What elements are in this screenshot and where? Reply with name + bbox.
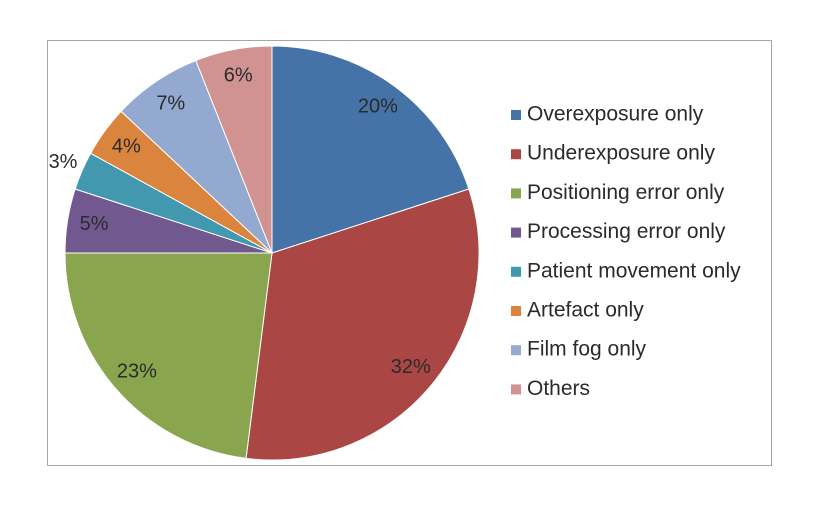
legend-label: Positioning error only xyxy=(527,181,725,204)
legend-swatch xyxy=(511,227,521,238)
data-label: 7% xyxy=(156,92,185,114)
legend-label: Underexposure only xyxy=(527,142,715,165)
legend-label: Others xyxy=(527,377,590,400)
pie-slice xyxy=(271,45,470,254)
legend-label: Overexposure only xyxy=(527,103,704,126)
legend-swatch xyxy=(511,110,521,120)
legend-swatch xyxy=(511,345,521,356)
legend-swatch xyxy=(511,149,521,160)
legend-label: Artefact only xyxy=(527,299,644,322)
pie-slice xyxy=(245,188,480,461)
data-label: 4% xyxy=(112,135,141,157)
legend-label: Film fog only xyxy=(527,338,647,361)
legend-swatch xyxy=(511,188,521,199)
legend-label: Processing error only xyxy=(527,220,726,243)
pie-slice xyxy=(64,252,273,459)
legend-swatch xyxy=(511,266,521,277)
data-label: 6% xyxy=(224,64,253,86)
legend-label: Patient movement only xyxy=(527,259,741,282)
data-label: 5% xyxy=(80,213,109,235)
data-label: 3% xyxy=(49,151,78,173)
legend-swatch xyxy=(511,306,521,316)
data-label: 20% xyxy=(358,96,398,118)
pie-slice xyxy=(195,45,273,254)
data-label: 32% xyxy=(391,356,431,378)
legend-swatch xyxy=(511,384,521,395)
data-label: 23% xyxy=(117,360,157,382)
